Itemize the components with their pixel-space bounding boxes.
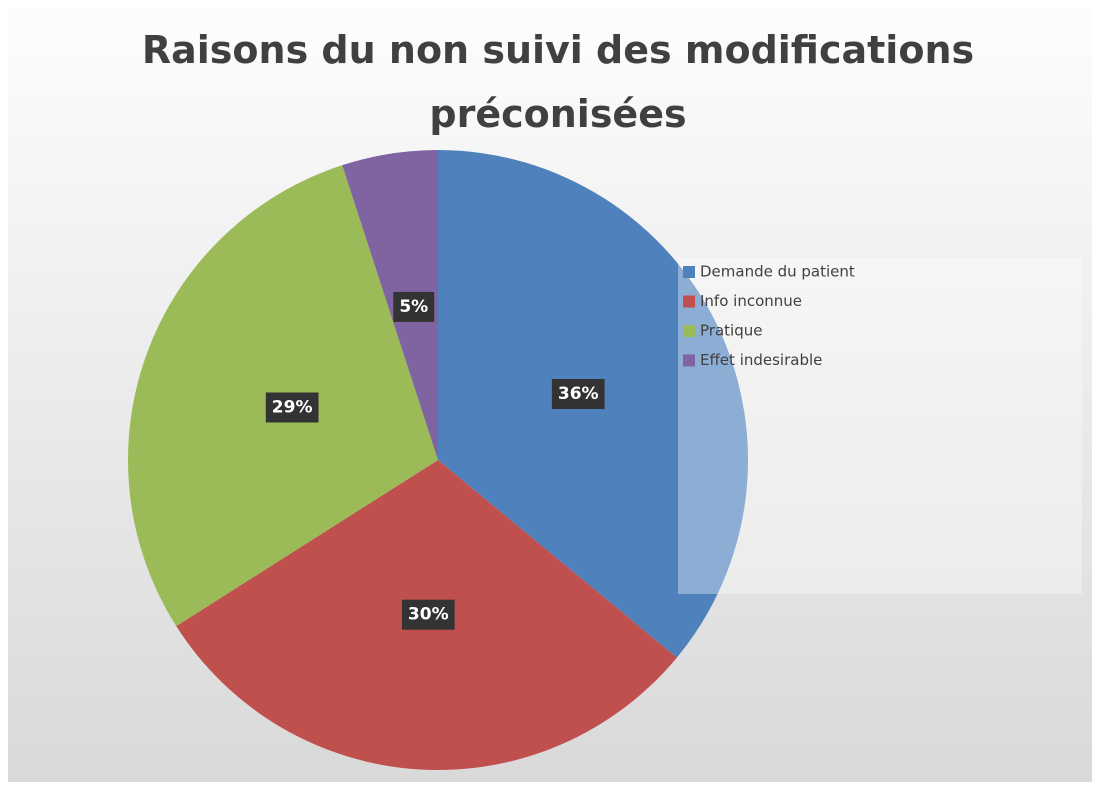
pie-slice — [342, 150, 438, 460]
data-label-box — [551, 379, 605, 410]
legend-swatch — [683, 266, 695, 278]
chart-title: Raisons du non suivi des modifications p… — [141, 28, 975, 136]
legend-label: Pratique — [700, 322, 762, 340]
legend-label: Info inconnue — [700, 292, 802, 310]
legend: Demande du patient Info inconnue Pratique E… — [678, 258, 1082, 594]
chart-area: Demande du patient Info inconnue Pratique E… — [8, 8, 1092, 782]
data-label-text: 30% — [408, 605, 449, 625]
data-label: 29% — [265, 392, 319, 423]
legend-box — [678, 258, 1082, 594]
data-label-text: 36% — [558, 384, 599, 404]
data-label-box — [401, 599, 455, 630]
legend-swatch — [683, 295, 695, 308]
data-label: 5% — [393, 291, 435, 322]
data-label: 36% — [551, 379, 605, 410]
data-label-text: 29% — [272, 397, 313, 417]
data-label-box — [265, 392, 319, 423]
legend-label: Effet indesirable — [700, 351, 822, 369]
data-label: 30% — [401, 599, 455, 630]
legend-swatch — [683, 325, 695, 337]
data-label-text: 5% — [399, 297, 428, 317]
legend-swatch — [683, 354, 695, 367]
chart: Demande du patient Info inconnue Pratique E… — [127, 150, 1082, 770]
data-label-box — [393, 291, 435, 322]
legend-label: Demande du patient — [700, 263, 855, 281]
